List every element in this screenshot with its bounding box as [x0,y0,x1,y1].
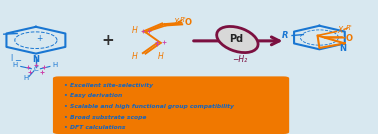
Text: Pd: Pd [229,34,243,44]
Text: H: H [24,75,29,81]
Text: N: N [339,44,346,53]
Text: • Easy derivation: • Easy derivation [64,93,122,98]
Text: H: H [131,52,137,61]
Text: +: + [101,33,114,48]
Text: H: H [12,62,18,68]
Text: • Broad substrate scope: • Broad substrate scope [64,115,146,120]
Text: • Excellent site-selectivity: • Excellent site-selectivity [64,83,152,88]
Text: −H₂: −H₂ [232,55,247,64]
Text: −: − [14,56,21,65]
Text: H: H [52,62,57,68]
Text: H: H [158,52,164,61]
Text: H: H [131,26,137,35]
Text: R': R' [180,17,187,23]
Text: R: R [282,31,288,40]
Text: • Scalable and high functional group compatibility: • Scalable and high functional group com… [64,104,233,109]
Text: R': R' [346,25,353,31]
Text: I: I [10,54,12,63]
Text: +: + [37,34,43,43]
Ellipse shape [217,27,258,53]
Text: N: N [33,55,39,64]
FancyBboxPatch shape [53,76,289,134]
Text: • DFT calculations: • DFT calculations [64,125,125,130]
Text: O: O [345,34,352,43]
Text: O: O [184,18,191,27]
Text: X: X [338,26,343,35]
Text: C: C [34,66,38,72]
Text: X: X [173,18,178,27]
